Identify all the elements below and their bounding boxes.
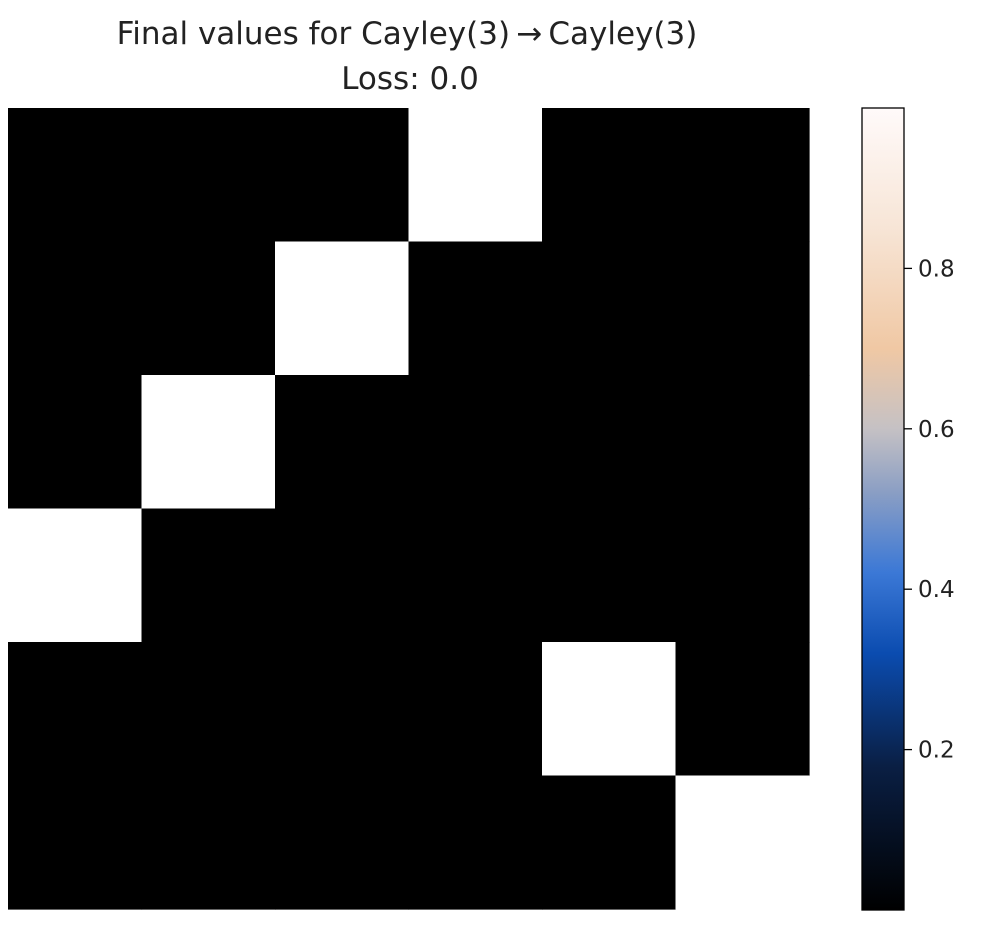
heatmap-cell-r4-c3 (408, 642, 543, 777)
colorbar-tick-label: 0.6 (918, 417, 955, 443)
chart-subtitle: Loss: 0.0 (341, 61, 479, 97)
colorbar-tick-label: 0.2 (918, 738, 955, 764)
heatmap-cell-r0-c4 (542, 108, 677, 243)
heatmap-cell-r3-c2 (275, 508, 410, 643)
heatmap-cell-r5-c2 (275, 775, 410, 910)
heatmap-cell-r3-c1 (141, 508, 276, 643)
heatmap-cell-r2-c5 (675, 375, 810, 510)
heatmap-cell-r0-c2 (275, 108, 410, 243)
chart-title: Final values for Cayley(3) → Cayley(3) (117, 16, 698, 52)
colorbar-tick-label: 0.4 (918, 577, 955, 603)
heatmap-cell-r5-c1 (141, 775, 276, 910)
heatmap-cell-r2-c0 (8, 375, 143, 510)
heatmap-cell-r0-c3 (408, 108, 543, 243)
heatmap-cell-r2-c4 (542, 375, 677, 510)
heatmap-cell-r5-c4 (542, 775, 677, 910)
heatmap-cell-r0-c0 (8, 108, 143, 243)
heatmap-cell-r2-c3 (408, 375, 543, 510)
heatmap-cell-r3-c4 (542, 508, 677, 643)
heatmap-cell-r3-c0 (8, 508, 143, 643)
heatmap-cell-r1-c0 (8, 241, 143, 376)
heatmap-cell-r1-c1 (141, 241, 276, 376)
heatmap-cell-r4-c0 (8, 642, 143, 777)
colorbar: 0.2 0.4 0.6 0.8 (861, 107, 955, 911)
heatmap-cell-r1-c2 (275, 241, 410, 376)
heatmap-cell-r4-c1 (141, 642, 276, 777)
heatmap-cell-r2-c2 (275, 375, 410, 510)
colorbar-gradient (861, 107, 905, 911)
heatmap-cell-r3-c5 (675, 508, 810, 643)
heatmap-cell-r1-c4 (542, 241, 677, 376)
heatmap-cell-r0-c5 (675, 108, 810, 243)
colorbar-ticks: 0.2 0.4 0.6 0.8 (904, 256, 955, 764)
heatmap-cell-r5-c3 (408, 775, 543, 910)
heatmap-cell-r5-c5 (675, 775, 810, 910)
heatmap-cell-r5-c0 (8, 775, 143, 910)
heatmap-cell-r4-c2 (275, 642, 410, 777)
heatmap-cell-r4-c5 (675, 642, 810, 777)
colorbar-tick-label: 0.8 (918, 256, 955, 282)
heatmap-cell-r2-c1 (141, 375, 276, 510)
heatmap-cell-r1-c3 (408, 241, 543, 376)
heatmap-cell-r0-c1 (141, 108, 276, 243)
heatmap-cell-r4-c4 (542, 642, 677, 777)
heatmap-cell-r1-c5 (675, 241, 810, 376)
heatmap-cell-r3-c3 (408, 508, 543, 643)
heatmap-grid (8, 108, 810, 910)
